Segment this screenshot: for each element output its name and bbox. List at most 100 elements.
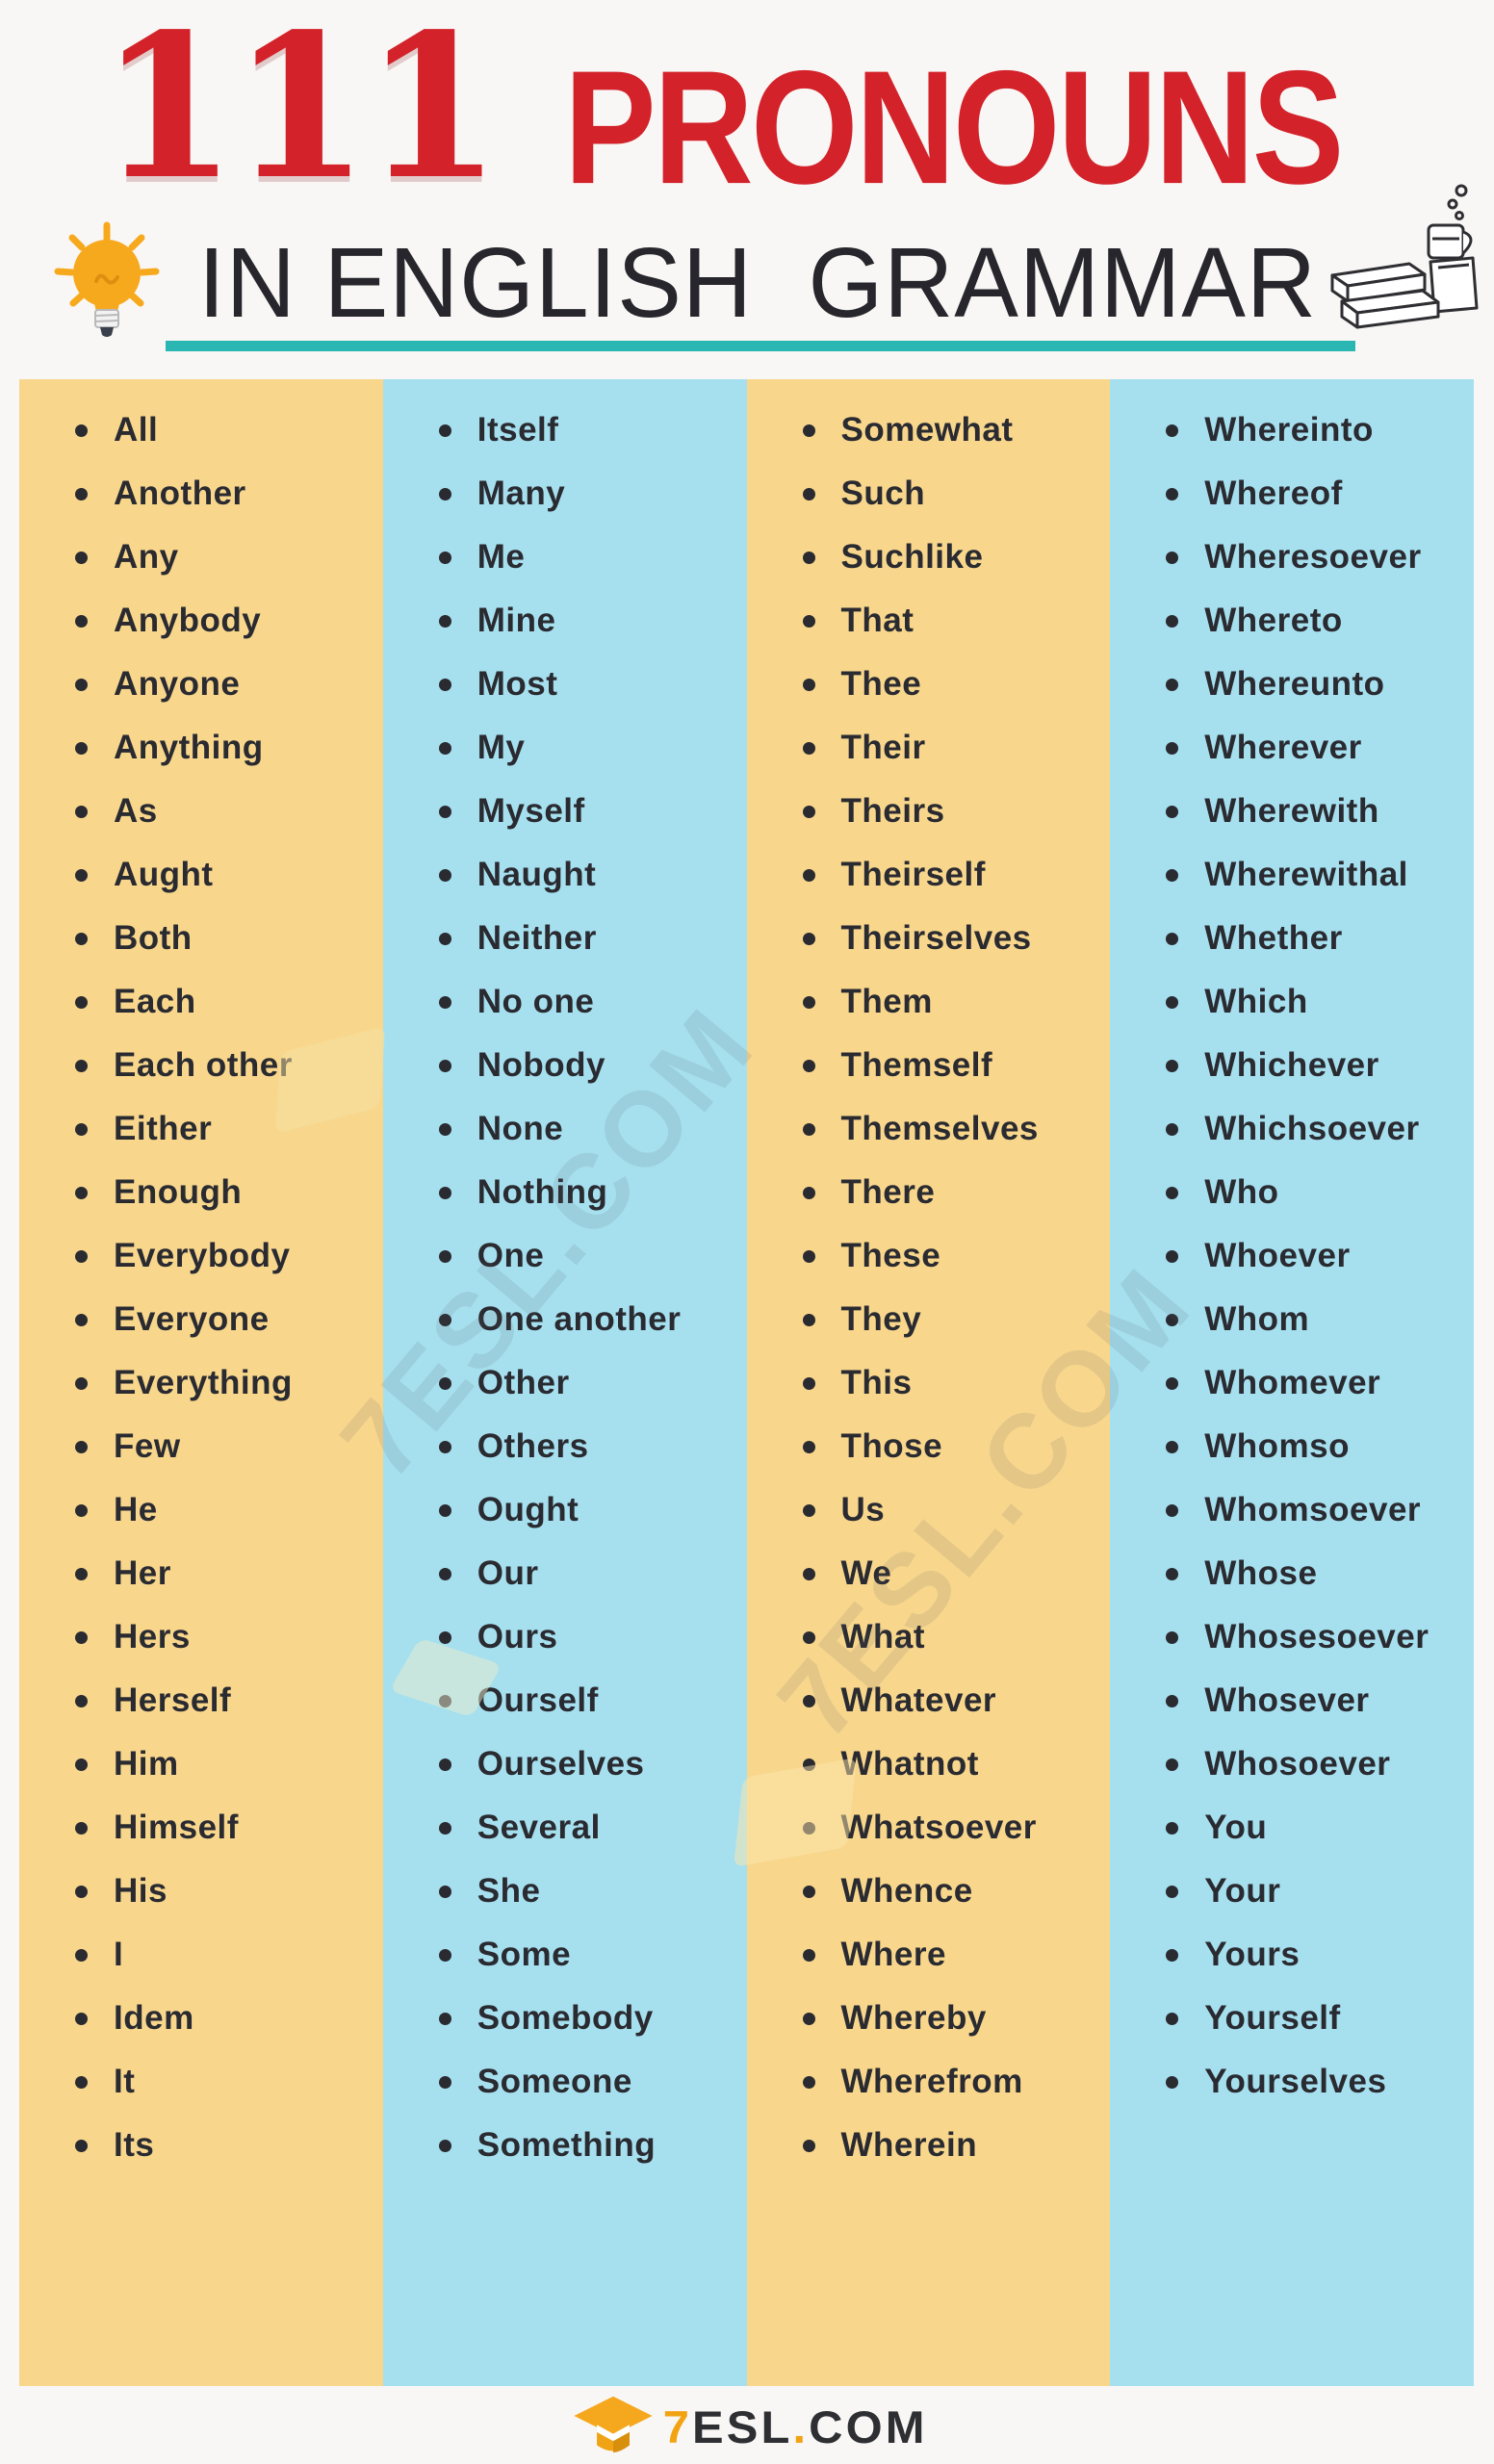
bullet-icon xyxy=(438,1694,451,1707)
pronoun-label: Whose xyxy=(1204,1554,1318,1592)
bullet-icon xyxy=(802,1821,815,1835)
pronoun-label: Whereinto xyxy=(1204,411,1374,449)
bullet-icon xyxy=(438,678,451,691)
pronoun-label: Another xyxy=(114,475,246,512)
bullet-icon xyxy=(802,1249,815,1263)
bullet-icon xyxy=(75,1503,88,1517)
pronoun-label: What xyxy=(840,1618,926,1656)
list-item: Themselves xyxy=(747,1097,1111,1161)
bullet-icon xyxy=(802,2075,815,2089)
pronoun-label: Anyone xyxy=(114,665,241,703)
list-item: You xyxy=(1110,1796,1474,1860)
bullet-icon xyxy=(438,995,451,1009)
pronoun-label: Ourself xyxy=(477,1681,599,1719)
pronoun-label: Wherewithal xyxy=(1204,856,1408,893)
pronoun-label: Wherein xyxy=(840,2126,978,2164)
bullet-icon xyxy=(802,1313,815,1326)
list-item: Someone xyxy=(383,2050,747,2114)
pronoun-label: Whereby xyxy=(840,1999,987,2037)
bullet-icon xyxy=(75,1376,88,1390)
list-item: Theirself xyxy=(747,843,1111,907)
pronoun-label: She xyxy=(477,1872,541,1910)
bullet-icon xyxy=(802,2139,815,2152)
pronoun-label: Other xyxy=(477,1364,570,1401)
bullet-icon xyxy=(75,1758,88,1771)
list-item: Theirs xyxy=(747,780,1111,843)
list-item: Whereunto xyxy=(1110,653,1474,716)
list-item: I xyxy=(19,1923,383,1987)
list-item: Wherein xyxy=(747,2114,1111,2177)
footer: 7 ESL. COM xyxy=(0,2389,1494,2464)
title-number: 111 xyxy=(99,0,502,223)
pronoun-label: Nobody xyxy=(477,1046,606,1084)
bullet-icon xyxy=(802,1630,815,1644)
bullet-icon xyxy=(1166,1503,1179,1517)
pronoun-label: Such xyxy=(840,475,926,512)
pronoun-label: Whosesoever xyxy=(1204,1618,1430,1656)
pronoun-label: Both xyxy=(114,919,193,957)
pronoun-label: Me xyxy=(477,538,526,576)
pronoun-label: Yourselves xyxy=(1204,2063,1387,2100)
pronoun-label: Themself xyxy=(840,1046,993,1084)
pronoun-list-2: Itself Many Me Mine Most My Myself Naught Neithe… xyxy=(383,379,747,2177)
list-item: Your xyxy=(1110,1860,1474,1923)
list-item: Another xyxy=(19,462,383,526)
pronoun-label: Yourself xyxy=(1204,1999,1341,2037)
pronoun-label: Some xyxy=(477,1936,572,1973)
list-item: Wherewith xyxy=(1110,780,1474,843)
pronoun-label: Wheresoever xyxy=(1204,538,1422,576)
pronoun-label: Whomsoever xyxy=(1204,1491,1422,1528)
bullet-icon xyxy=(1166,551,1179,564)
pronoun-label: Whereunto xyxy=(1204,665,1385,703)
list-item: Whoever xyxy=(1110,1224,1474,1288)
bullet-icon xyxy=(75,868,88,882)
pronoun-label: Itself xyxy=(477,411,559,449)
list-item: Yourselves xyxy=(1110,2050,1474,2114)
bullet-icon xyxy=(75,424,88,437)
list-item: Itself xyxy=(383,398,747,462)
list-item: Somewhat xyxy=(747,398,1111,462)
pronoun-label: Whatever xyxy=(840,1681,997,1719)
bullet-icon xyxy=(802,1503,815,1517)
pronoun-label: Each xyxy=(114,983,196,1020)
list-item: Most xyxy=(383,653,747,716)
bullet-icon xyxy=(75,614,88,628)
bullet-icon xyxy=(438,805,451,818)
list-item: Yours xyxy=(1110,1923,1474,1987)
bullet-icon xyxy=(438,551,451,564)
list-item: Whomsoever xyxy=(1110,1478,1474,1542)
list-item: Neither xyxy=(383,907,747,970)
list-item: Wherewithal xyxy=(1110,843,1474,907)
list-item: Who xyxy=(1110,1161,1474,1224)
bullet-icon xyxy=(802,487,815,500)
pronoun-label: Anybody xyxy=(114,602,262,639)
title-underline xyxy=(166,341,1355,351)
bullet-icon xyxy=(1166,1821,1179,1835)
list-item: Himself xyxy=(19,1796,383,1860)
bullet-icon xyxy=(1166,1694,1179,1707)
bullet-icon xyxy=(75,1630,88,1644)
pronoun-label: One another xyxy=(477,1300,682,1338)
bullet-icon xyxy=(1166,805,1179,818)
bullet-icon xyxy=(75,1249,88,1263)
brand-com: COM xyxy=(809,2400,928,2452)
bullet-icon xyxy=(1166,424,1179,437)
bullet-icon xyxy=(75,932,88,945)
bullet-icon xyxy=(438,1122,451,1136)
bullet-icon xyxy=(1166,2012,1179,2025)
pronoun-label: Our xyxy=(477,1554,539,1592)
bullet-icon xyxy=(75,678,88,691)
bullet-icon xyxy=(75,2139,88,2152)
list-item: Whereinto xyxy=(1110,398,1474,462)
list-item: Themself xyxy=(747,1034,1111,1097)
list-item: Ought xyxy=(383,1478,747,1542)
bullet-icon xyxy=(75,1313,88,1326)
pronoun-label: Somewhat xyxy=(840,411,1014,449)
bullet-icon xyxy=(75,1059,88,1072)
list-item: Them xyxy=(747,970,1111,1034)
pronoun-label: He xyxy=(114,1491,158,1528)
list-item: Each other xyxy=(19,1034,383,1097)
pronoun-label: Her xyxy=(114,1554,171,1592)
pronoun-label: Wherewith xyxy=(1204,792,1379,830)
pronoun-label: Nothing xyxy=(477,1173,608,1211)
